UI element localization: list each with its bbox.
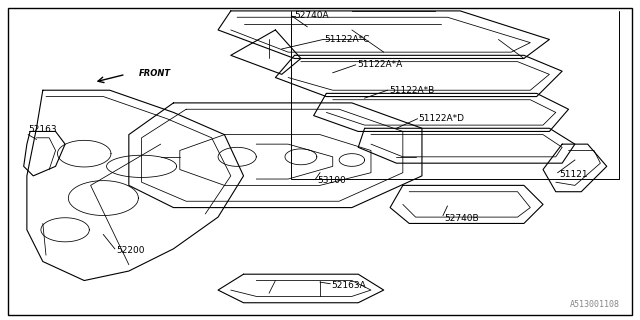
Text: 53100: 53100 (317, 176, 346, 185)
Text: A513001108: A513001108 (570, 300, 620, 309)
Text: 52163A: 52163A (332, 281, 366, 290)
Text: 52740A: 52740A (294, 11, 329, 20)
Text: 51122A*D: 51122A*D (419, 114, 465, 123)
Text: 51121: 51121 (559, 170, 588, 179)
Text: 51122A*C: 51122A*C (324, 35, 370, 44)
Text: 52740B: 52740B (444, 214, 479, 223)
Text: 52200: 52200 (116, 246, 145, 255)
Text: FRONT: FRONT (138, 68, 170, 77)
Text: 52163: 52163 (28, 125, 57, 134)
Text: 51122A*A: 51122A*A (357, 60, 402, 69)
Text: 51122A*B: 51122A*B (389, 86, 434, 95)
